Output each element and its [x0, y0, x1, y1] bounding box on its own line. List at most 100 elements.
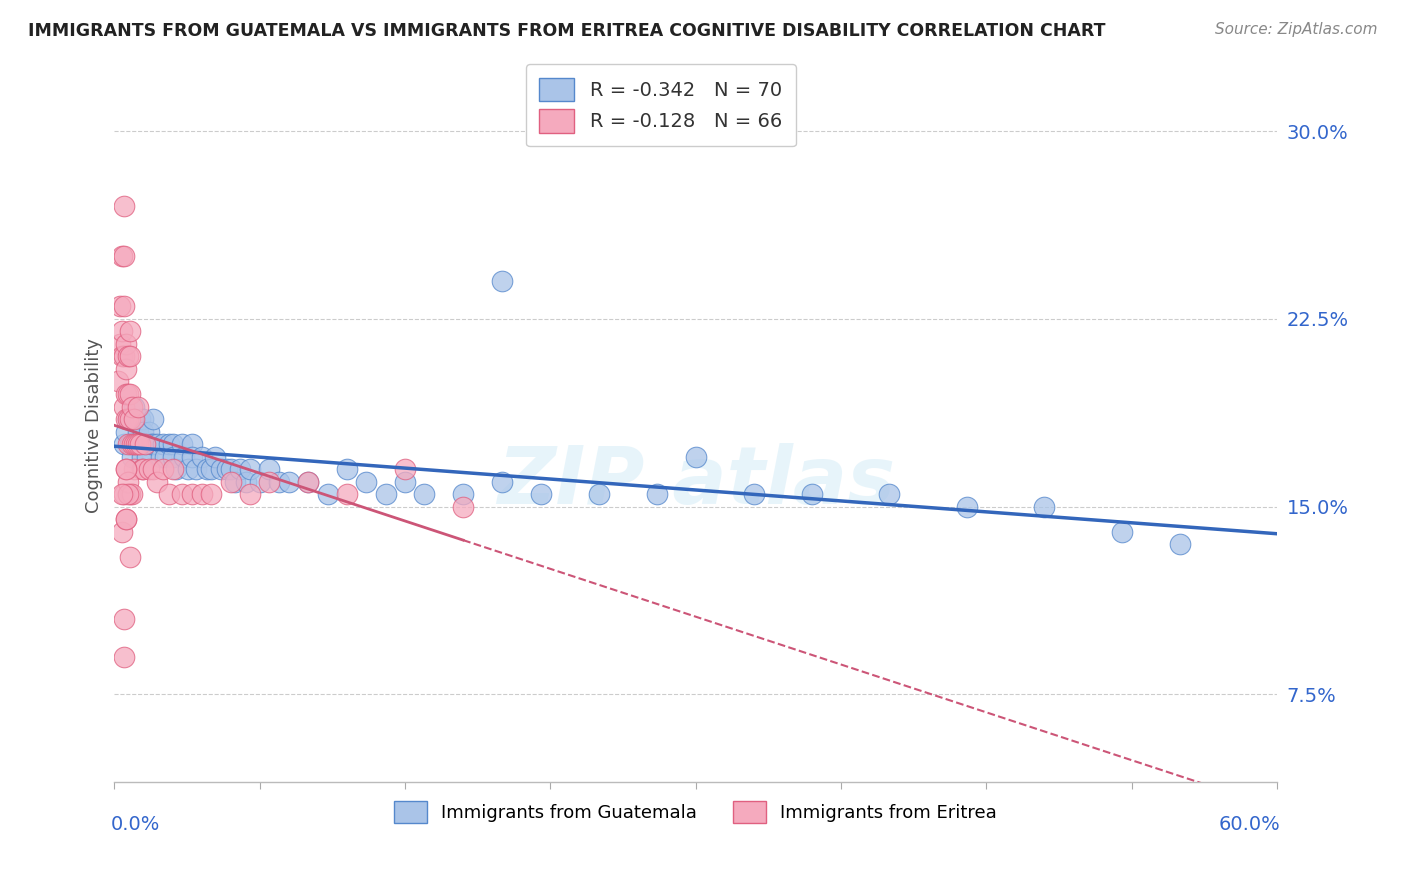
Point — [122, 437, 145, 451]
Point — [157, 487, 180, 501]
Point — [269, 475, 291, 489]
Point — [190, 487, 212, 501]
Point — [111, 487, 134, 501]
Point — [132, 462, 155, 476]
Point — [117, 412, 139, 426]
Point — [180, 487, 202, 501]
Point — [118, 350, 141, 364]
Point — [249, 475, 271, 489]
Point — [451, 500, 474, 514]
Point — [316, 487, 339, 501]
Point — [111, 249, 134, 263]
Point — [112, 649, 135, 664]
Point — [184, 462, 207, 476]
Point — [235, 475, 257, 489]
Point — [110, 337, 132, 351]
Point — [112, 612, 135, 626]
Text: ZIP atlas: ZIP atlas — [496, 443, 894, 522]
Point — [162, 437, 184, 451]
Point — [1168, 537, 1191, 551]
Point — [118, 412, 141, 426]
Point — [180, 437, 202, 451]
Point — [117, 412, 139, 426]
Point — [121, 400, 143, 414]
Point — [131, 450, 153, 464]
Point — [413, 487, 436, 501]
Point — [297, 475, 319, 489]
Point — [336, 462, 359, 476]
Point — [177, 462, 200, 476]
Point — [215, 462, 238, 476]
Point — [153, 450, 176, 464]
Point — [149, 450, 172, 464]
Point — [112, 249, 135, 263]
Point — [112, 299, 135, 313]
Point — [132, 425, 155, 439]
Point — [742, 487, 765, 501]
Point — [685, 450, 707, 464]
Point — [136, 450, 159, 464]
Point — [239, 487, 262, 501]
Text: 60.0%: 60.0% — [1219, 814, 1281, 834]
Point — [142, 437, 165, 451]
Point — [128, 437, 150, 451]
Text: 0.0%: 0.0% — [111, 814, 160, 834]
Point — [146, 475, 169, 489]
Point — [118, 387, 141, 401]
Y-axis label: Cognitive Disability: Cognitive Disability — [86, 338, 103, 513]
Point — [588, 487, 610, 501]
Point — [117, 437, 139, 451]
Point — [122, 462, 145, 476]
Point — [239, 462, 262, 476]
Point — [122, 437, 145, 451]
Point — [118, 437, 141, 451]
Point — [127, 437, 149, 451]
Point — [491, 274, 513, 288]
Point — [134, 437, 156, 451]
Point — [112, 437, 135, 451]
Point — [111, 325, 134, 339]
Point — [956, 500, 979, 514]
Point — [115, 512, 138, 526]
Point — [141, 437, 163, 451]
Point — [117, 387, 139, 401]
Point — [219, 475, 242, 489]
Point — [152, 462, 174, 476]
Point — [112, 199, 135, 213]
Point — [259, 475, 281, 489]
Point — [277, 475, 299, 489]
Point — [111, 350, 134, 364]
Point — [157, 437, 180, 451]
Point — [219, 462, 242, 476]
Point — [121, 437, 143, 451]
Point — [190, 450, 212, 464]
Point — [224, 475, 246, 489]
Legend: Immigrants from Guatemala, Immigrants from Eritrea: Immigrants from Guatemala, Immigrants fr… — [387, 794, 1004, 830]
Point — [131, 462, 153, 476]
Point — [297, 475, 319, 489]
Point — [115, 387, 138, 401]
Point — [127, 400, 149, 414]
Point — [115, 462, 138, 476]
Point — [125, 437, 148, 451]
Point — [128, 412, 150, 426]
Point — [180, 450, 202, 464]
Point — [197, 462, 219, 476]
Point — [115, 337, 138, 351]
Point — [394, 475, 416, 489]
Point — [152, 437, 174, 451]
Point — [879, 487, 901, 501]
Point — [118, 325, 141, 339]
Point — [111, 524, 134, 539]
Point — [138, 425, 160, 439]
Point — [112, 400, 135, 414]
Point — [118, 487, 141, 501]
Point — [209, 462, 232, 476]
Text: Source: ZipAtlas.com: Source: ZipAtlas.com — [1215, 22, 1378, 37]
Point — [127, 437, 149, 451]
Point — [394, 462, 416, 476]
Point — [173, 450, 195, 464]
Point — [162, 450, 184, 464]
Point — [530, 487, 553, 501]
Point — [122, 400, 145, 414]
